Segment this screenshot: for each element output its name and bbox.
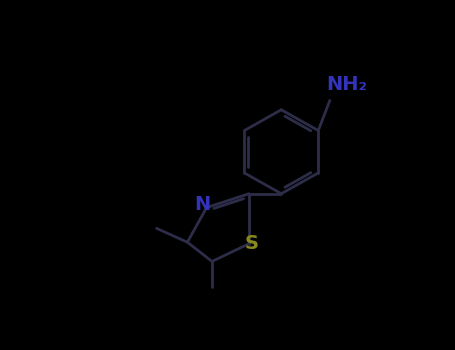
Text: N: N: [194, 195, 210, 214]
Text: S: S: [245, 234, 259, 253]
Text: NH₂: NH₂: [326, 75, 367, 94]
